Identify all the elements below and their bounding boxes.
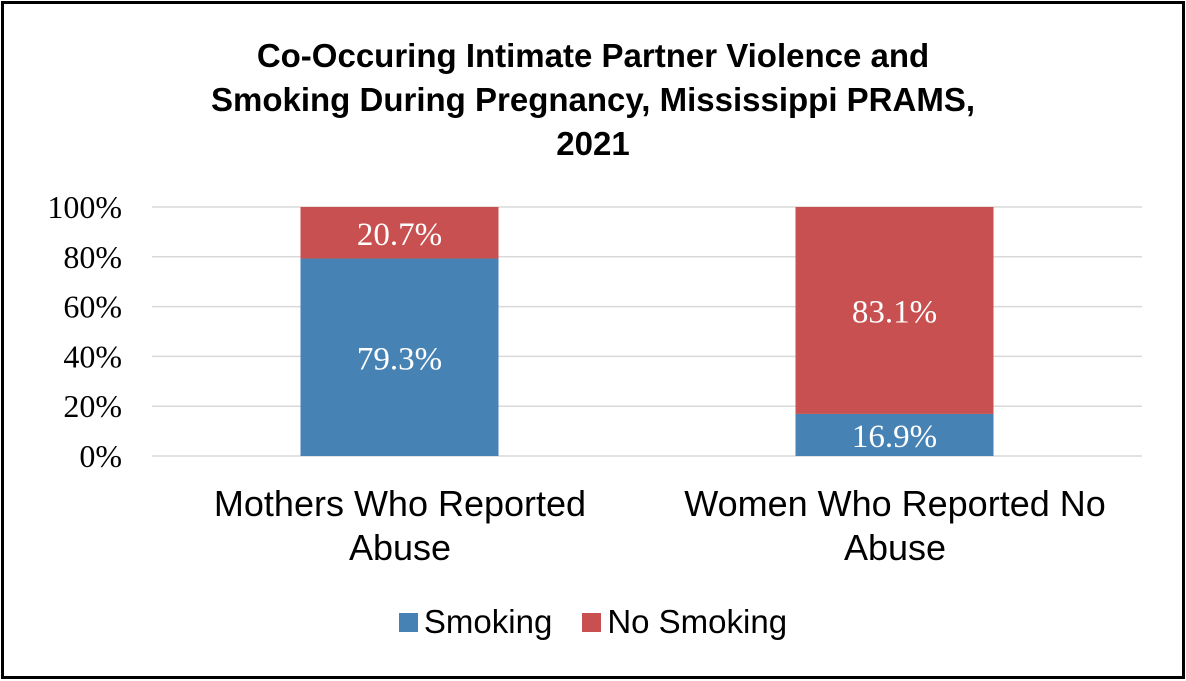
category-label-mothers-abuse: Mothers Who Reported Abuse [150, 482, 650, 570]
chart-title-line-3: 2021 [556, 125, 630, 162]
category-label-women-no-abuse: Women Who Reported No Abuse [645, 482, 1145, 570]
y-tick-label: 0% [79, 438, 122, 474]
legend-item-smoking: Smoking [398, 603, 553, 641]
bar-smoking-0 [300, 258, 499, 456]
bar-no-smoking-0 [300, 207, 499, 259]
category-label-line: Mothers Who Reported [213, 483, 587, 524]
chart-legend: Smoking No Smoking [0, 603, 1186, 641]
chart-title-line-2: Smoking During Pregnancy, Mississippi PR… [210, 81, 976, 118]
category-label-line: Abuse [348, 527, 452, 568]
category-label-line: Women Who Reported No [684, 483, 1106, 524]
legend-swatch-no-smoking [582, 612, 602, 632]
data-label: 83.1% [852, 294, 937, 330]
y-tick-label: 100% [47, 189, 122, 225]
data-label: 16.9% [852, 419, 937, 455]
category-label-line: Abuse [843, 527, 947, 568]
legend-swatch-smoking [398, 612, 418, 632]
chart-title-line-1: Co-Occuring Intimate Partner Violence an… [256, 37, 930, 74]
legend-label-no-smoking: No Smoking [607, 603, 788, 640]
legend-item-no-smoking: No Smoking [582, 603, 787, 641]
data-label: 79.3% [357, 341, 442, 377]
y-tick-label: 40% [63, 338, 122, 374]
bar-no-smoking-1 [795, 207, 994, 414]
y-tick-label: 20% [63, 388, 122, 424]
legend-label-smoking: Smoking [423, 603, 553, 640]
y-tick-label: 60% [63, 289, 122, 325]
data-label: 20.7% [357, 217, 442, 253]
y-tick-label: 80% [63, 239, 122, 275]
chart-title: Co-Occuring Intimate Partner Violence an… [0, 34, 1186, 166]
bar-smoking-1 [795, 413, 994, 456]
